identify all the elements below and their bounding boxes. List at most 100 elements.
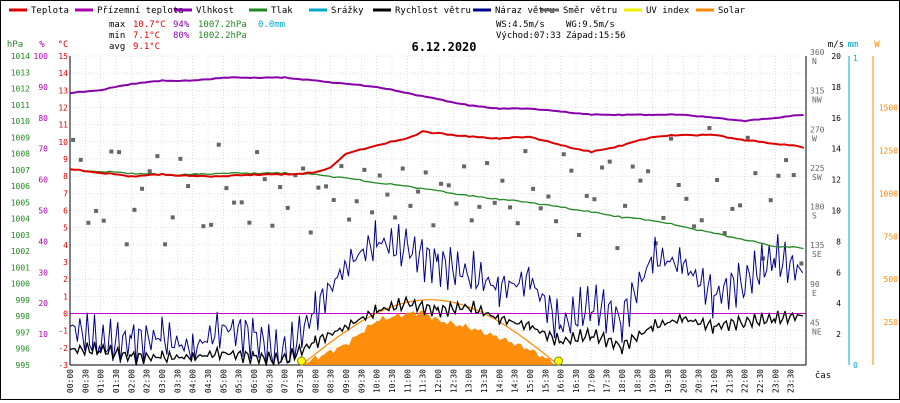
wind-dir-point bbox=[592, 197, 597, 202]
time-tick-label: 20:00 bbox=[679, 369, 688, 393]
wind-dir-point bbox=[400, 166, 405, 171]
wind-speed-tick-label: 10 bbox=[831, 207, 841, 216]
unit-pct: % bbox=[39, 40, 45, 50]
unit-hpa: hPa bbox=[7, 40, 23, 50]
wind-dir-point bbox=[209, 222, 214, 227]
wind-dir-point bbox=[569, 168, 574, 173]
wind-dir-point bbox=[339, 164, 344, 169]
pressure-tick-label: 1006 bbox=[11, 182, 30, 191]
wind-dir-point bbox=[768, 198, 773, 203]
wind-dir-tick-label: NW bbox=[812, 96, 822, 105]
unit-degc: °C bbox=[58, 40, 69, 50]
wind-dir-point bbox=[745, 135, 750, 140]
pressure-tick-label: 1003 bbox=[11, 231, 30, 240]
time-tick-label: 14:30 bbox=[511, 369, 520, 393]
wind-dir-point bbox=[94, 208, 99, 213]
wind-dir-point bbox=[676, 183, 681, 188]
pressure-tick-label: 1000 bbox=[11, 280, 30, 289]
time-tick-label: 06:30 bbox=[265, 369, 274, 393]
temp-tick-label: 11 bbox=[58, 121, 68, 130]
wind-dir-point bbox=[423, 170, 428, 175]
wind-speed-tick-label: 20 bbox=[831, 52, 841, 61]
wind-dir-tick-label: 360 bbox=[810, 48, 825, 57]
wind-dir-point bbox=[239, 200, 244, 205]
temp-tick-label: 1 bbox=[63, 292, 68, 301]
temp-tick-label: 13 bbox=[58, 86, 68, 95]
solar-tick-label: 1000 bbox=[879, 189, 898, 198]
wind-dir-point bbox=[561, 152, 566, 157]
wind-dir-tick-label: S bbox=[812, 212, 817, 221]
wind-dir-point bbox=[78, 157, 83, 162]
temp-tick-label: 14 bbox=[58, 69, 68, 78]
wind-dir-point bbox=[285, 205, 290, 210]
time-tick-label: 13:30 bbox=[480, 369, 489, 393]
wind-speed-tick-label: 2 bbox=[836, 330, 841, 339]
wind-dir-tick-label: 180 bbox=[810, 203, 825, 212]
temp-tick-label: 9 bbox=[63, 155, 68, 164]
pressure-tick-label: 998 bbox=[16, 312, 31, 321]
wind-dir-tick-label: E bbox=[812, 289, 817, 298]
time-tick-label: 21:00 bbox=[710, 369, 719, 393]
rain-tick-label: 1 bbox=[853, 54, 858, 63]
temp-tick-label: 12 bbox=[58, 104, 68, 113]
pressure-tick-label: 1008 bbox=[11, 150, 30, 159]
wind-info: WS:4.5m/s WG:9.5m/s Východ:07:33 Západ:1… bbox=[496, 20, 626, 41]
wind-dir-point bbox=[385, 192, 390, 197]
pressure-series-line bbox=[69, 168, 804, 250]
time-tick-label: 22:00 bbox=[741, 369, 750, 393]
time-tick-label: 02:30 bbox=[143, 369, 152, 393]
wind-dir-point bbox=[117, 150, 122, 155]
wind-dir-point bbox=[630, 164, 635, 169]
wind-dir-point bbox=[523, 149, 528, 154]
stats-min-hum: 80% bbox=[173, 31, 190, 41]
solar-area bbox=[300, 310, 558, 365]
wind-dir-point bbox=[324, 184, 329, 189]
pressure-tick-label: 999 bbox=[16, 296, 31, 305]
time-tick-label: 20:30 bbox=[695, 369, 704, 393]
time-tick-label: 06:00 bbox=[250, 369, 259, 393]
wind-dir-tick-label: SE bbox=[812, 250, 822, 259]
wind-dir-point bbox=[799, 261, 804, 266]
wind-dir-point bbox=[186, 184, 191, 189]
time-tick-label: 12:00 bbox=[434, 369, 443, 393]
time-tick-label: 05:00 bbox=[219, 369, 228, 393]
wind-dir-point bbox=[715, 177, 720, 182]
time-tick-label: 03:00 bbox=[158, 369, 167, 393]
wind-dir-point bbox=[101, 218, 106, 223]
pressure-tick-label: 1005 bbox=[11, 198, 30, 207]
pressure-tick-label: 1004 bbox=[11, 215, 30, 224]
wind-dir-point bbox=[224, 186, 229, 191]
plot-area bbox=[69, 76, 804, 367]
temp-tick-label: 7 bbox=[63, 189, 68, 198]
time-tick-label: 11:30 bbox=[419, 369, 428, 393]
wind-dir-point bbox=[147, 169, 152, 174]
humidity-tick-label: 100 bbox=[34, 52, 49, 61]
wind-dir-point bbox=[454, 201, 459, 206]
pressure-tick-label: 1002 bbox=[11, 247, 30, 256]
sunrise-marker bbox=[297, 356, 307, 366]
wind-dir-point bbox=[791, 173, 796, 178]
time-tick-label: 08:30 bbox=[327, 369, 336, 393]
wind-dir-point bbox=[684, 196, 689, 201]
time-tick-label: 00:00 bbox=[66, 369, 75, 393]
wind-dir-point bbox=[393, 215, 398, 220]
wind-speed-tick-label: 16 bbox=[831, 114, 841, 123]
wind-dir-point bbox=[132, 207, 137, 212]
wind-dir-point bbox=[408, 203, 413, 208]
wind-speed-tick-label: 14 bbox=[831, 145, 841, 154]
time-tick-label: 08:00 bbox=[311, 369, 320, 393]
pressure-tick-label: 1011 bbox=[11, 101, 30, 110]
temp-tick-label: 0 bbox=[63, 310, 68, 319]
time-tick-label: 03:30 bbox=[173, 369, 182, 393]
time-tick-label: 07:00 bbox=[281, 369, 290, 393]
pressure-tick-label: 1014 bbox=[11, 52, 30, 61]
stats-min-temp: 7.1°C bbox=[133, 31, 160, 41]
temp-tick-label: 15 bbox=[58, 52, 68, 61]
wind-dir-point bbox=[669, 136, 674, 141]
wind-dir-point bbox=[262, 177, 267, 182]
wind-dir-point bbox=[431, 223, 436, 228]
wind-dir-point bbox=[784, 158, 789, 163]
wind-ws: WS:4.5m/s bbox=[496, 20, 545, 30]
stats-max-label: max bbox=[109, 20, 126, 30]
legend: Teplota Přízemní teplota Vlhkost Tlak Srážky… bbox=[9, 6, 746, 16]
